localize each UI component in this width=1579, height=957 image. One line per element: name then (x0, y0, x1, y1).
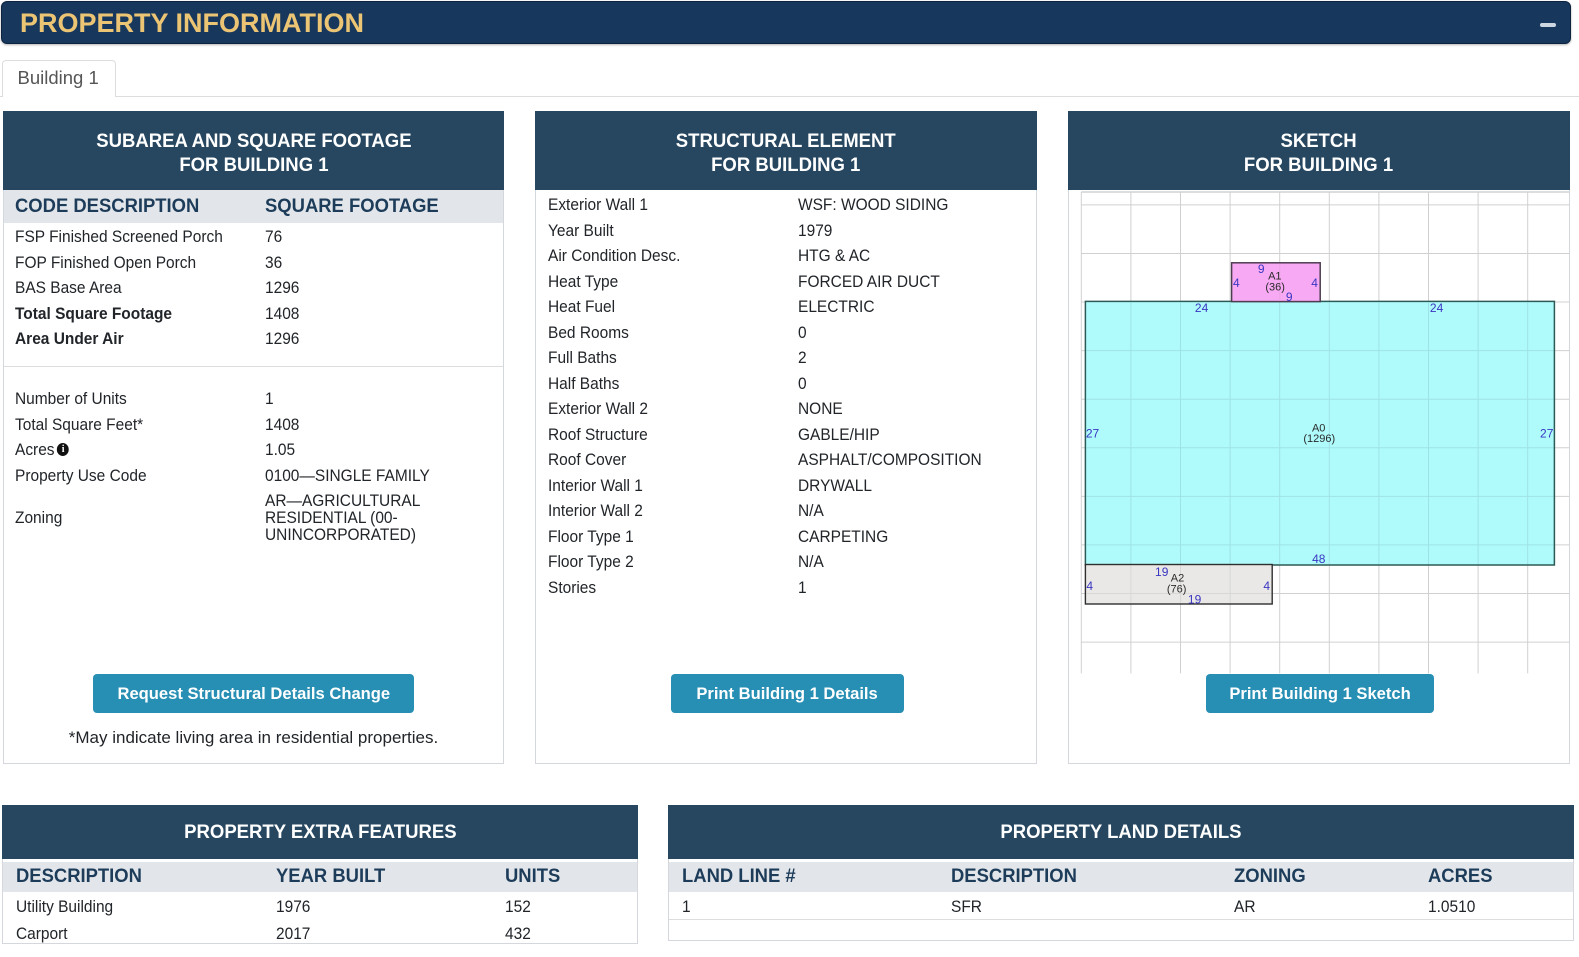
svg-text:24: 24 (1430, 301, 1444, 315)
svg-text:4: 4 (1311, 276, 1318, 290)
svg-text:9: 9 (1286, 290, 1293, 304)
svg-text:A2: A2 (1171, 572, 1184, 584)
svg-text:(76): (76) (1167, 583, 1187, 595)
svg-text:A1: A1 (1268, 270, 1281, 282)
svg-text:9: 9 (1258, 262, 1265, 276)
svg-text:19: 19 (1188, 592, 1202, 606)
svg-text:(36): (36) (1265, 281, 1285, 293)
svg-text:(1296): (1296) (1303, 433, 1335, 445)
svg-text:27: 27 (1540, 427, 1554, 441)
svg-text:48: 48 (1312, 552, 1326, 566)
svg-text:A0: A0 (1312, 422, 1325, 434)
svg-text:24: 24 (1195, 301, 1209, 315)
svg-text:4: 4 (1086, 579, 1093, 593)
svg-text:4: 4 (1233, 276, 1240, 290)
svg-text:27: 27 (1086, 427, 1100, 441)
svg-text:4: 4 (1263, 579, 1270, 593)
svg-text:19: 19 (1155, 565, 1169, 579)
